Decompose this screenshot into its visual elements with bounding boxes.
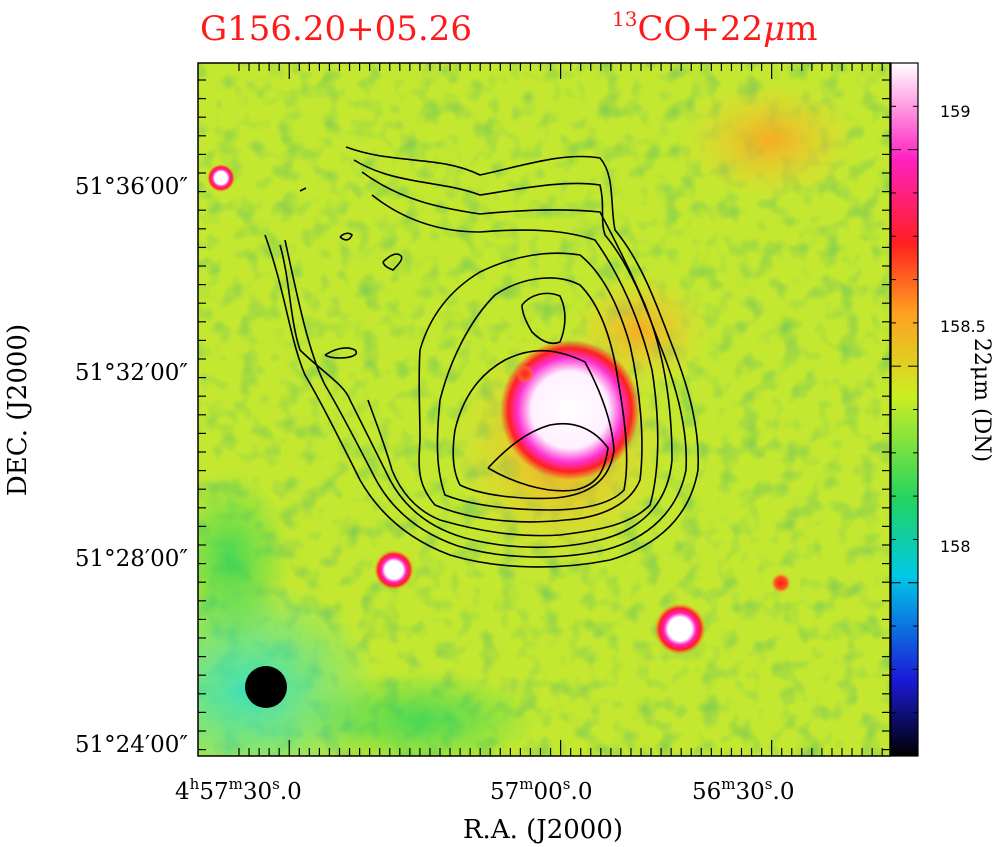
x-tick-label: 57m00s.0 xyxy=(490,775,592,805)
colorbar-label: 22μm (DN) xyxy=(969,338,994,462)
beam-marker xyxy=(245,666,287,708)
x-tick-label: 4h57m30s.0 xyxy=(175,775,302,805)
colorbar-tick-label: 158 xyxy=(940,537,971,556)
heatmap-image xyxy=(198,63,890,756)
colorbar-ticks xyxy=(891,62,918,757)
colorbar-tick-label: 159 xyxy=(940,102,971,121)
y-tick-label: 51°28′00″ xyxy=(75,546,189,572)
x-axis-label: R.A. (J2000) xyxy=(463,815,623,845)
colorbar-tick-label: 158.5 xyxy=(940,317,986,336)
y-tick-label: 51°24′00″ xyxy=(75,732,189,758)
x-tick-label: 56m30s.0 xyxy=(692,775,794,805)
colorbar: 159 158.5 158 22μm (DN) xyxy=(890,62,994,757)
contour-lines xyxy=(264,146,700,568)
x-tick-labels: 4h57m30s.0 57m00s.0 56m30s.0 xyxy=(175,775,794,805)
y-tick-label: 51°32′00″ xyxy=(75,360,189,386)
plot-frame xyxy=(197,62,891,757)
y-tick-label: 51°36′00″ xyxy=(75,174,189,200)
chart-title-tracer: 13CO+22μm xyxy=(612,7,817,49)
y-tick-labels: 51°36′00″ 51°32′00″ 51°28′00″ 51°24′00″ xyxy=(75,174,189,758)
chart-title-source: G156.20+05.26 xyxy=(200,9,472,49)
axis-ticks xyxy=(198,63,890,756)
y-axis-label: DEC. (J2000) xyxy=(3,324,33,496)
